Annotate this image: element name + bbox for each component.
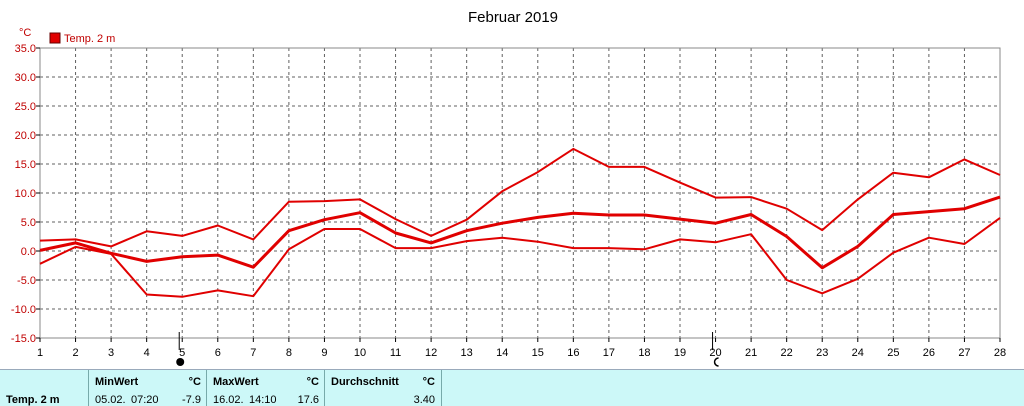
grid — [40, 48, 1000, 338]
new-moon-icon — [176, 358, 185, 366]
x-tick-label: 14 — [496, 347, 508, 359]
avg-value: 3.40 — [413, 394, 435, 406]
y-tick-label: 5.0 — [21, 217, 36, 229]
x-tick-label: 1 — [37, 347, 43, 359]
x-tick-label: 24 — [852, 347, 864, 359]
avg-unit: °C — [422, 376, 435, 388]
y-axis: 35.0 30.0 25.0 20.0 15.0 10.0 5.0 0.0 -5.0 -10.0 -… — [11, 43, 40, 345]
x-tick-label: 20 — [709, 347, 721, 359]
x-tick-label: 2 — [72, 347, 78, 359]
y-tick-label: 0.0 — [21, 246, 36, 258]
avg-header: Durchschnitt — [331, 376, 399, 388]
x-tick-label: 8 — [286, 347, 292, 359]
x-tick-label: 5 — [179, 347, 185, 359]
series-line-min — [39, 217, 1001, 298]
x-tick-label: 23 — [816, 347, 828, 359]
max-date: 16.02. — [213, 394, 244, 406]
min-header: MinWert — [95, 376, 139, 388]
min-value: -7.9 — [182, 394, 201, 406]
chart-title: Februar 2019 — [468, 9, 558, 26]
max-unit: °C — [306, 376, 319, 388]
y-tick-label: 10.0 — [15, 188, 36, 200]
x-tick-label: 4 — [144, 347, 150, 359]
x-tick-label: 15 — [532, 347, 544, 359]
x-tick-label: 22 — [781, 347, 793, 359]
min-cell: MinWert °C 05.02. 07:20 -7.9 — [88, 370, 207, 406]
y-tick-label: -15.0 — [11, 333, 36, 345]
moon-phases — [176, 332, 719, 367]
x-tick-label: 27 — [958, 347, 970, 359]
y-tick-label: 15.0 — [15, 159, 36, 171]
series-lines — [39, 147, 1001, 298]
x-tick-label: 10 — [354, 347, 366, 359]
temperature-chart: Februar 2019 °C Temp. 2 m 35.030.025.020… — [11, 9, 1006, 367]
x-tick-label: 3 — [108, 347, 114, 359]
y-tick-label: 20.0 — [15, 130, 36, 142]
series-line-max — [39, 147, 1001, 248]
max-header: MaxWert — [213, 376, 259, 388]
legend-label: Temp. 2 m — [64, 33, 115, 45]
x-axis: 1 2 3 4 5 6 7 8 9 10 11 12 13 14 15 16 17 18 19 20 21 22 23 24 2… — [37, 338, 1006, 359]
y-tick-label: 35.0 — [15, 43, 36, 55]
min-unit: °C — [188, 376, 201, 388]
max-time: 14:10 — [249, 394, 277, 406]
min-date: 05.02. — [95, 394, 126, 406]
stats-series-label: Temp. 2 m — [6, 394, 60, 406]
x-tick-label: 9 — [321, 347, 327, 359]
avg-cell: Durchschnitt °C 3.40 — [324, 370, 442, 406]
y-tick-label: 30.0 — [15, 72, 36, 84]
x-tick-label: 12 — [425, 347, 437, 359]
x-tick-label: 19 — [674, 347, 686, 359]
x-tick-label: 6 — [215, 347, 221, 359]
min-time: 07:20 — [131, 394, 159, 406]
x-tick-label: 21 — [745, 347, 757, 359]
statistics-bar: Temp. 2 m MinWert °C 05.02. 07:20 -7.9 M… — [0, 369, 1024, 406]
legend-swatch — [49, 32, 61, 44]
x-tick-label: 28 — [994, 347, 1006, 359]
x-tick-label: 26 — [923, 347, 935, 359]
x-tick-label: 11 — [390, 347, 401, 359]
max-value: 17.6 — [297, 394, 319, 406]
x-tick-label: 18 — [638, 347, 650, 359]
waxing-moon-icon — [713, 357, 719, 367]
max-cell: MaxWert °C 16.02. 14:10 17.6 — [206, 370, 325, 406]
x-tick-label: 13 — [461, 347, 473, 359]
y-tick-label: 25.0 — [15, 101, 36, 113]
x-tick-label: 16 — [567, 347, 579, 359]
y-tick-label: -10.0 — [11, 304, 36, 316]
x-tick-label: 17 — [603, 347, 615, 359]
y-axis-unit: °C — [19, 27, 31, 39]
series-line-mean — [39, 195, 1001, 270]
x-tick-label: 25 — [887, 347, 899, 359]
y-tick-label: -5.0 — [17, 275, 36, 287]
x-tick-label: 7 — [250, 347, 256, 359]
